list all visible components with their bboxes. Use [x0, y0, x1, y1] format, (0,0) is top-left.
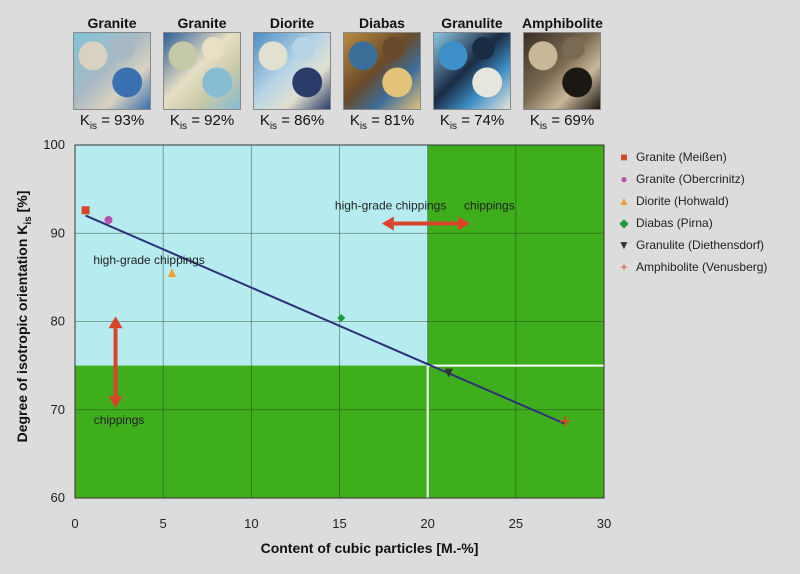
y-tick-label: 100	[43, 137, 65, 152]
sample-panel: Diorite Kis = 86%	[252, 14, 332, 132]
data-point	[104, 216, 113, 225]
arrow-head	[381, 216, 394, 231]
thin-section-image	[523, 32, 601, 110]
legend-entry: + Amphibolite (Venusberg)	[618, 256, 767, 278]
diamond-marker-icon: ◆	[619, 216, 629, 230]
data-point	[337, 313, 346, 322]
sample-panel: Granulite Kis = 74%	[432, 14, 512, 132]
legend-entry: ■ Granite (Meißen)	[618, 146, 767, 168]
thin-section-image	[73, 32, 151, 110]
legend-label: Diabas (Pirna)	[636, 216, 713, 230]
legend-label: Granite (Meißen)	[636, 150, 727, 164]
marker-triangle-down	[444, 368, 453, 378]
legend: ■ Granite (Meißen) ● Granite (Obercrinitz) ▲…	[618, 146, 767, 278]
x-tick-label: 5	[160, 516, 167, 531]
data-point	[81, 206, 90, 215]
triangle-down-marker-icon: ▼	[618, 238, 630, 252]
x-tick-label: 15	[332, 516, 346, 531]
marker-triangle-up	[167, 267, 176, 277]
k-value-label: Kis = 74%	[439, 112, 505, 132]
x-tick-label: 20	[420, 516, 434, 531]
region-annotation: chippings	[464, 198, 515, 212]
sample-name: Amphibolite	[522, 15, 603, 31]
legend-label: Amphibolite (Venusberg)	[636, 260, 768, 274]
y-tick-label: 90	[51, 225, 65, 240]
k-value-label: Kis = 92%	[169, 112, 235, 132]
legend-entry: ◆ Diabas (Pirna)	[618, 212, 767, 234]
x-axis-label: Content of cubic particles [M.-%]	[261, 540, 479, 556]
x-tick-label: 0	[71, 516, 78, 531]
sample-panel: Granite Kis = 92%	[162, 14, 242, 132]
x-tick-label: 10	[244, 516, 258, 531]
circle-marker-icon: ●	[620, 172, 628, 186]
sample-name: Diabas	[359, 15, 405, 31]
sample-panel: Granite Kis = 93%	[72, 14, 152, 132]
thin-section-image	[433, 32, 511, 110]
legend-entry: ● Granite (Obercrinitz)	[618, 168, 767, 190]
k-value-label: Kis = 86%	[259, 112, 325, 132]
y-tick-label: 80	[51, 314, 65, 329]
arrow-head	[108, 316, 123, 329]
region-annotation: chippings	[94, 413, 145, 427]
sample-panel: Diabas Kis = 81%	[342, 14, 422, 132]
marker-square	[81, 206, 90, 215]
sample-name: Diorite	[269, 15, 315, 31]
vertical-arrow	[108, 316, 123, 408]
legend-label: Granite (Obercrinitz)	[636, 172, 745, 186]
marker-circle	[104, 216, 113, 225]
k-value-label: Kis = 93%	[79, 112, 145, 132]
sample-name: Granite	[87, 15, 137, 31]
sample-panel: Amphibolite Kis = 69%	[522, 14, 603, 132]
y-tick-label: 70	[51, 402, 65, 417]
y-tick-label: 60	[51, 490, 65, 505]
data-point	[167, 267, 176, 277]
legend-entry: ▲ Diorite (Hohwald)	[618, 190, 767, 212]
plot-border	[74, 144, 605, 499]
thin-section-image	[253, 32, 331, 110]
triangle-up-marker-icon: ▲	[618, 194, 630, 208]
arrow-head	[457, 216, 470, 231]
x-tick-label: 30	[597, 516, 611, 531]
marker-diamond	[337, 313, 346, 322]
data-point	[444, 368, 453, 378]
region-annotation: high-grade chippings	[93, 253, 204, 267]
square-marker-icon: ■	[620, 150, 628, 164]
thin-section-image	[163, 32, 241, 110]
trend-line	[85, 214, 566, 425]
legend-label: Granulite (Diethensdorf)	[636, 238, 765, 252]
legend-entry: ▼ Granulite (Diethensdorf)	[618, 234, 767, 256]
k-value-label: Kis = 69%	[529, 112, 595, 132]
k-value-label: Kis = 81%	[349, 112, 415, 132]
x-tick-label: 25	[509, 516, 523, 531]
data-point	[560, 416, 571, 427]
thin-section-image	[343, 32, 421, 110]
arrow-head	[108, 395, 123, 408]
sample-name: Granite	[177, 15, 227, 31]
legend-label: Diorite (Hohwald)	[636, 194, 729, 208]
plus-marker-icon: +	[620, 260, 628, 274]
region-annotation: high-grade chippings	[335, 198, 446, 212]
sample-name: Granulite	[441, 15, 503, 31]
horizontal-arrow	[381, 216, 470, 231]
y-axis-label: Degree of isotropic orientation Kis [%]	[14, 191, 34, 443]
